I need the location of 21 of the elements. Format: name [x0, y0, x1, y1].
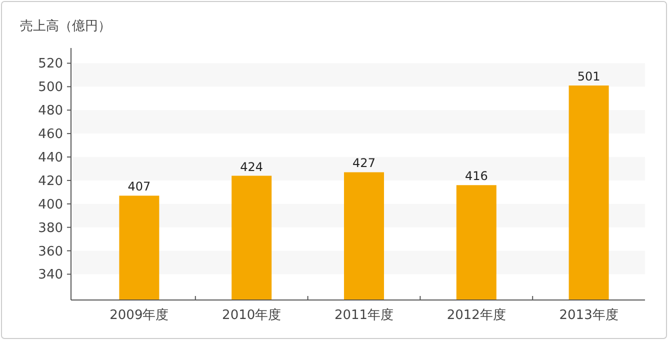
y-axis-title: 売上高（億円） [20, 18, 111, 34]
data-label: 427 [352, 156, 376, 170]
y-tick-label: 340 [38, 268, 63, 283]
y-tick-label: 360 [38, 244, 63, 260]
y-tick-label: 480 [38, 104, 63, 119]
x-tick-label: 2012年度 [446, 307, 506, 323]
data-label: 416 [464, 169, 488, 184]
y-tick-label: 460 [38, 127, 63, 142]
x-tick-label: 2011年度 [334, 307, 394, 323]
x-tick-label: 2010年度 [222, 307, 282, 323]
data-label: 424 [240, 160, 264, 174]
y-tick-label: 440 [38, 150, 63, 166]
y-tick-label: 420 [38, 174, 63, 189]
x-tick-label: 2013年度 [559, 307, 618, 323]
y-tick-label: 400 [38, 197, 63, 212]
x-tick-label: 2009年度 [110, 307, 169, 323]
y-tick-label: 380 [38, 220, 63, 236]
data-label: 501 [577, 70, 600, 84]
y-tick-label: 500 [38, 80, 63, 96]
y-tick-label: 520 [38, 56, 63, 72]
data-label: 407 [128, 180, 151, 194]
